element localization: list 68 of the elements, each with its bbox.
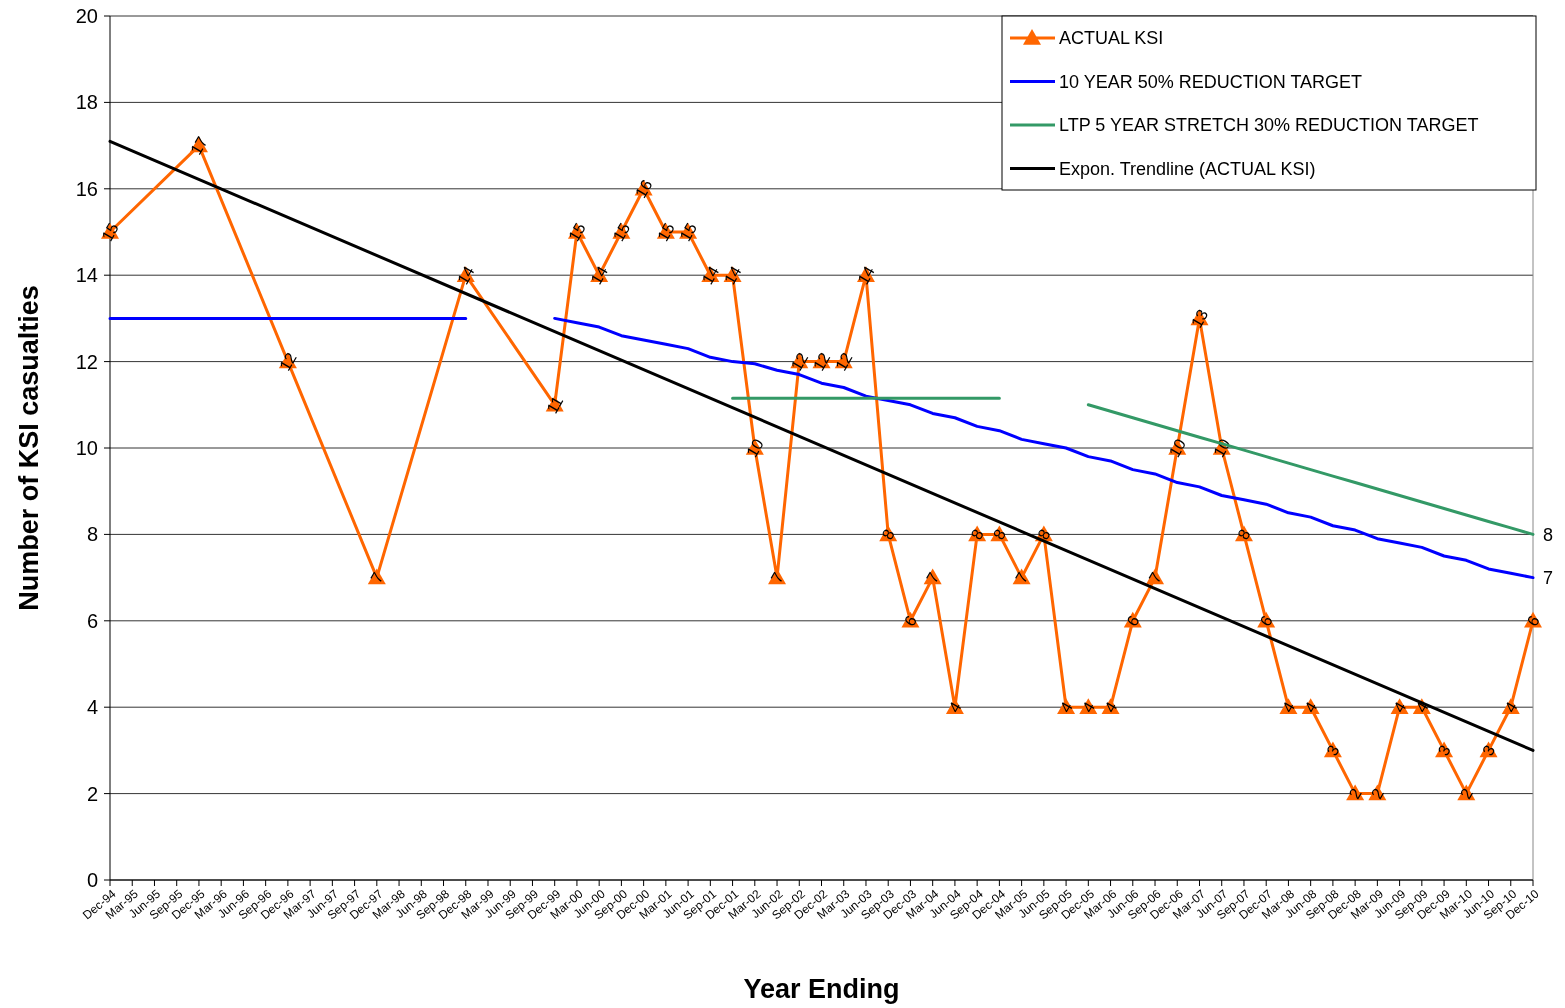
data-label: 14 <box>720 263 745 288</box>
data-label: 6 <box>1256 612 1276 629</box>
data-label: 14 <box>587 263 612 288</box>
data-label: 4 <box>1278 699 1299 716</box>
y-tick-label: 12 <box>75 350 98 373</box>
y-axis-title: Number of KSI casualties <box>14 285 44 611</box>
y-tick-label: 10 <box>75 437 98 459</box>
legend-label: Expon. Trendline (ACTUAL KSI) <box>1059 158 1316 179</box>
data-label: 4 <box>945 699 965 716</box>
data-label: 14 <box>854 263 878 288</box>
data-label: 7 <box>1543 567 1554 588</box>
data-label: 7 <box>1012 569 1032 586</box>
data-label: 6 <box>1123 612 1143 629</box>
y-tick-label: 18 <box>75 91 98 114</box>
data-label: 15 <box>676 220 701 245</box>
data-label: 8 <box>989 526 1010 543</box>
data-label: 12 <box>787 349 812 374</box>
y-tick-label: 4 <box>86 696 98 719</box>
legend-label: 10 YEAR 50% REDUCTION TARGET <box>1059 71 1363 92</box>
data-label: 3 <box>1323 742 1343 759</box>
data-label: 16 <box>631 176 656 201</box>
data-label: 6 <box>900 612 921 629</box>
data-label: 10 <box>743 436 767 461</box>
y-tick-label: 6 <box>86 609 98 632</box>
data-label: 4 <box>1101 699 1121 716</box>
y-tick-label: 0 <box>86 869 98 891</box>
data-label: 8 <box>1543 524 1554 545</box>
data-label: 3 <box>1434 742 1454 759</box>
data-label: 10 <box>1165 436 1190 461</box>
data-label: 7 <box>923 569 943 586</box>
data-label: 8 <box>967 526 987 543</box>
data-label: 4 <box>1078 699 1099 716</box>
data-label: 7 <box>1145 569 1165 586</box>
data-label: 17 <box>187 133 211 158</box>
data-label: 7 <box>367 569 387 586</box>
data-label: 15 <box>609 220 634 245</box>
data-label: 15 <box>654 220 678 245</box>
data-label: 8 <box>1034 526 1054 543</box>
data-label: 14 <box>698 263 723 288</box>
y-tick-label: 8 <box>86 523 98 546</box>
data-label: 8 <box>878 526 898 543</box>
data-label: 4 <box>1390 699 1410 716</box>
y-tick-label: 20 <box>75 5 98 27</box>
data-label: 8 <box>1234 526 1254 543</box>
data-label: 12 <box>809 349 834 374</box>
data-label: 15 <box>565 220 589 245</box>
data-label: 4 <box>1301 699 1321 716</box>
data-label: 7 <box>767 569 787 586</box>
y-tick-label: 16 <box>75 177 98 200</box>
data-label: 12 <box>276 349 300 374</box>
y-tick-label: 14 <box>75 264 98 287</box>
data-label: 12 <box>832 349 856 374</box>
data-label: 2 <box>1456 785 1477 802</box>
data-label: 15 <box>98 220 122 245</box>
data-label: 3 <box>1479 742 1499 759</box>
legend-label: LTP 5 YEAR STRETCH 30% REDUCTION TARGET <box>1059 115 1479 136</box>
data-label: 2 <box>1367 785 1388 802</box>
data-label: 11 <box>543 393 567 417</box>
data-label: 2 <box>1345 785 1365 802</box>
legend-label: ACTUAL KSI <box>1059 28 1164 49</box>
data-label: 4 <box>1501 699 1521 716</box>
y-tick-label: 2 <box>86 782 98 805</box>
data-label: 14 <box>454 263 478 288</box>
data-label: 4 <box>1412 699 1432 716</box>
data-label: 4 <box>1056 699 1076 716</box>
data-label: 6 <box>1523 612 1543 629</box>
x-axis-title: Year Ending <box>743 974 900 1004</box>
data-label: 13 <box>1187 306 1212 331</box>
